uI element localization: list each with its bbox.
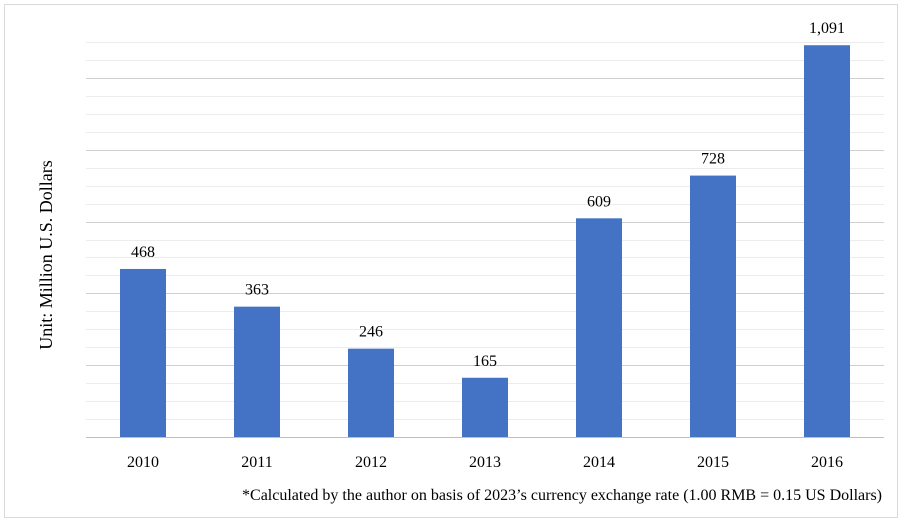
footnote: *Calculated by the author on basis of 20…: [242, 487, 882, 504]
bar-2010: [120, 268, 166, 437]
data-label-2016: 1,091: [809, 20, 845, 37]
x-tick-label-2014: 2014: [583, 454, 615, 471]
data-labels: 468 363 246 165 609 728 1,091: [131, 20, 845, 370]
x-tick-label-2016: 2016: [811, 454, 843, 471]
x-tick-label-2010: 2010: [127, 454, 159, 471]
x-tick-label-2015: 2015: [697, 454, 729, 471]
x-tick-label-2012: 2012: [355, 454, 387, 471]
data-label-2011: 363: [245, 282, 269, 299]
data-label-2013: 165: [473, 353, 497, 370]
x-tick-label-2011: 2011: [241, 454, 272, 471]
bar-2013: [462, 377, 508, 437]
bars: [120, 45, 850, 438]
data-label-2014: 609: [587, 193, 611, 210]
bar-2014: [576, 218, 622, 437]
bar-2016: [804, 45, 850, 438]
gridlines: [86, 42, 884, 420]
bar-2011: [234, 306, 280, 437]
bar-2015: [690, 175, 736, 437]
data-label-2010: 468: [131, 244, 155, 261]
x-tick-label-2013: 2013: [469, 454, 501, 471]
x-axis-tick-labels: 2010 2011 2012 2013 2014 2015 2016: [127, 454, 843, 471]
data-label-2012: 246: [359, 324, 383, 341]
data-label-2015: 728: [701, 151, 725, 168]
y-axis-title: Unit: Million U.S. Dollars: [36, 160, 56, 350]
bar-2012: [348, 348, 394, 437]
